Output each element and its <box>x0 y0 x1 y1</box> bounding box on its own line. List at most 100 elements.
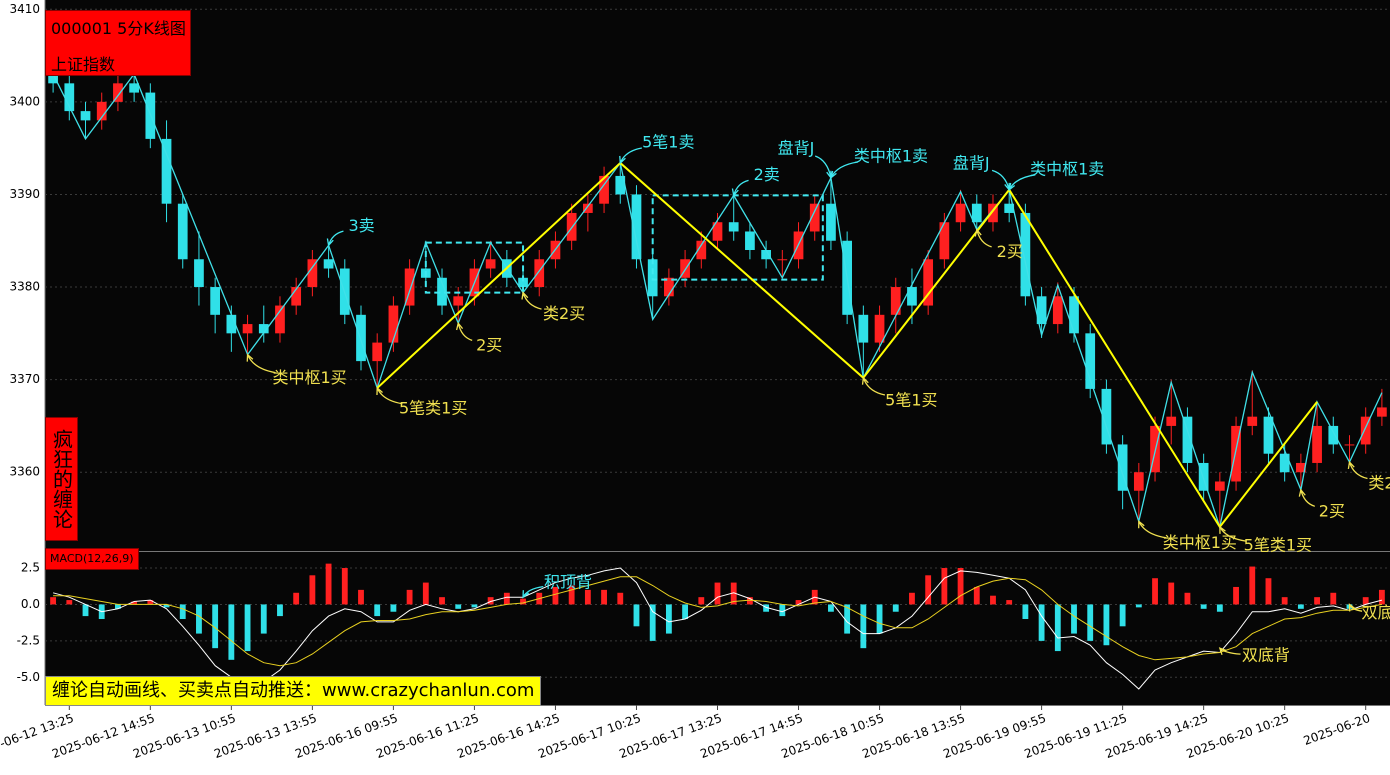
candle-body <box>1036 296 1047 325</box>
candle-body <box>356 314 366 362</box>
annotation: 2买 <box>476 336 502 355</box>
candle-body <box>323 259 334 269</box>
macd-bar <box>82 604 89 617</box>
annotation-arrow <box>1218 647 1241 656</box>
macd-line <box>53 576 1382 667</box>
candle-body <box>1182 416 1193 463</box>
macd-bar <box>50 597 57 605</box>
annotation-arrow <box>619 147 642 165</box>
annotation-arrow <box>974 228 992 248</box>
annotation-arrow <box>246 353 276 374</box>
candle-body <box>599 175 609 204</box>
y-tick-label: 2.5 <box>21 561 40 575</box>
annotation: 盘背J <box>953 153 990 172</box>
macd-bar <box>66 600 73 605</box>
annotation: 双底 <box>1361 603 1390 622</box>
macd-bar <box>455 604 462 609</box>
candle-body <box>923 259 934 306</box>
candle-body <box>826 203 836 241</box>
candle-body <box>1296 462 1306 473</box>
annotation: 2买 <box>997 242 1023 261</box>
candle-body <box>518 277 528 288</box>
annotation-arrow <box>1138 519 1167 539</box>
macd-bar <box>957 568 964 605</box>
candle-body <box>1263 416 1274 454</box>
macd-bar <box>1216 604 1223 612</box>
macd-bar <box>665 604 672 634</box>
macd-bar <box>860 604 867 649</box>
candle-body <box>453 296 464 306</box>
macd-bar <box>1071 604 1077 634</box>
macd-bar <box>698 597 705 605</box>
candle-body <box>1231 425 1241 482</box>
candle-body <box>242 324 253 334</box>
candle-body <box>177 203 188 260</box>
candle-body <box>631 194 642 260</box>
macd-bar <box>503 592 510 605</box>
annotation: 类中枢1买 <box>1163 533 1237 552</box>
candle-body <box>1344 444 1355 446</box>
candle-body <box>1360 416 1371 445</box>
y-tick-label: 3410 <box>9 2 40 16</box>
macd-bar <box>568 585 575 605</box>
macd-bar <box>115 604 121 609</box>
macd-bar <box>1135 604 1142 608</box>
candle-body <box>113 83 123 102</box>
macd-bar <box>795 600 802 605</box>
macd-bar <box>1152 578 1158 605</box>
annotation-arrow <box>1348 603 1363 612</box>
candle-body <box>80 111 91 121</box>
candle-body <box>988 203 998 223</box>
macd-bar <box>1006 600 1013 605</box>
macd-bar <box>439 597 445 605</box>
candle-body <box>647 259 658 297</box>
annotation: 类2买 <box>1368 474 1390 493</box>
candle-body <box>1020 212 1031 297</box>
macd-bar <box>293 592 300 605</box>
macd-bar <box>406 589 413 605</box>
candle-body <box>1101 388 1112 445</box>
candle-body <box>129 83 139 93</box>
candle-body <box>890 287 901 315</box>
y-tick-label: 3400 <box>9 94 40 108</box>
candle-body <box>437 277 447 306</box>
candle-body <box>907 287 917 306</box>
candle-body <box>1312 425 1322 463</box>
macd-bar <box>520 598 526 605</box>
annotation: 2买 <box>1319 501 1345 520</box>
macd-bar <box>163 604 170 608</box>
annotation-arrow <box>1298 488 1316 507</box>
macd-bar <box>341 568 348 605</box>
y-tick-label: -5.0 <box>17 670 40 684</box>
candle-body <box>210 287 221 315</box>
macd-bar <box>584 589 591 605</box>
annotation-arrow <box>1219 525 1247 542</box>
macd-bar <box>1103 604 1110 646</box>
macd-line <box>52 567 1383 690</box>
candle-body <box>664 277 674 297</box>
y-tick-label: 3370 <box>9 372 40 386</box>
macd-bar <box>212 604 219 649</box>
candle-body <box>64 83 75 112</box>
macd-bar <box>277 604 283 617</box>
candle-body <box>485 259 496 269</box>
candle-body <box>680 259 690 278</box>
side-label: 疯狂的缠论 <box>45 417 78 541</box>
candle-body <box>1328 425 1339 445</box>
macd-bar <box>892 604 899 612</box>
macd-bar <box>1200 604 1207 609</box>
macd-bar <box>1297 604 1304 609</box>
macd-bar <box>633 604 640 627</box>
annotation: 类2买 <box>543 304 585 323</box>
macd-bar <box>730 582 737 605</box>
annotation-arrow <box>1008 174 1036 192</box>
candle-body <box>1214 481 1225 491</box>
candle-body <box>712 222 723 241</box>
annotation-arrow <box>376 386 403 405</box>
candle-body <box>1166 416 1177 426</box>
annotation-arrow <box>326 230 344 247</box>
chart-title: 000001 5分K线图 <box>51 19 186 38</box>
macd-bar <box>196 604 202 634</box>
macd-bar <box>1087 604 1094 641</box>
